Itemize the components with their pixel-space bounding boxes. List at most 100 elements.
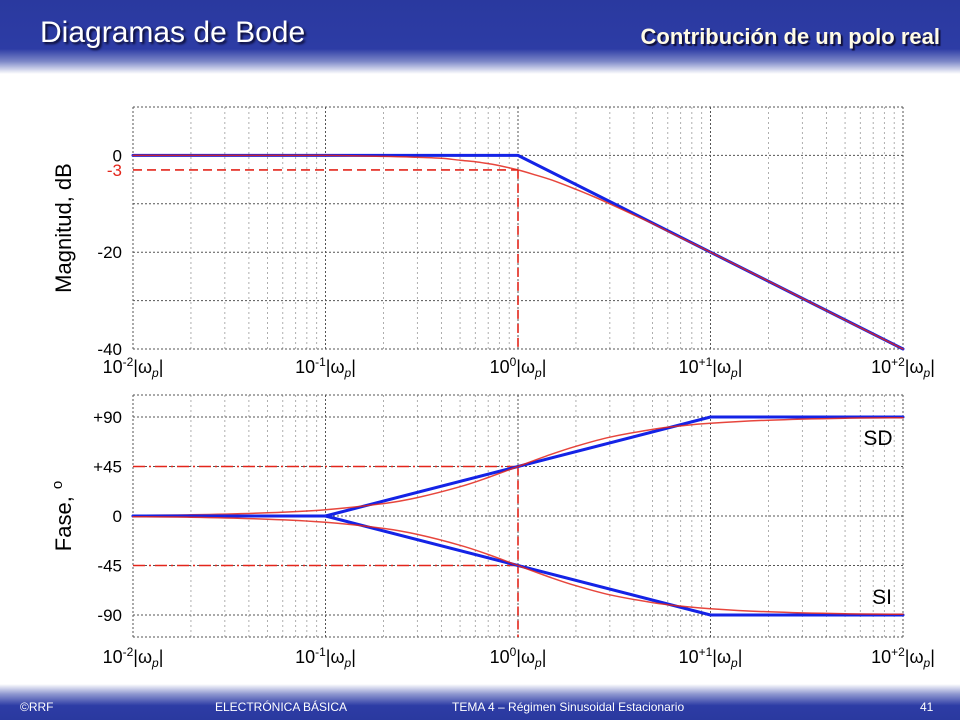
tick-base: 10 <box>679 357 699 377</box>
tick-subscript: p <box>923 656 931 670</box>
y-axis-label: Fase, o <box>49 481 76 551</box>
tick-exponent: -2 <box>123 355 134 369</box>
header-band: Diagramas de Bode Contribución de un pol… <box>0 0 960 74</box>
tick-base: 10 <box>295 647 315 667</box>
slide-title: Diagramas de Bode <box>40 16 306 49</box>
x-tick-label: 10-2|ωp| <box>103 645 164 670</box>
tick-subscript: p <box>534 366 542 380</box>
omega-symbol: ω <box>330 357 344 377</box>
omega-symbol: ω <box>909 357 923 377</box>
tick-bar: | <box>712 647 717 667</box>
tick-base: 10 <box>103 647 123 667</box>
tick-exponent: +1 <box>699 645 713 659</box>
x-tick-label: 10-2|ωp| <box>103 355 164 380</box>
y-tick-label: -90 <box>97 606 122 625</box>
tick-subscript: p <box>923 366 931 380</box>
y-axis-label-text: Fase, <box>51 496 76 551</box>
tick-subscript: p <box>534 656 542 670</box>
tick-exponent: -1 <box>315 355 326 369</box>
omega-symbol: ω <box>138 357 152 377</box>
y-tick-label: 0 <box>113 146 122 165</box>
omega-symbol: ω <box>521 357 535 377</box>
footer-topic: TEMA 4 – Régimen Sinusoidal Estacionario <box>452 700 685 714</box>
omega-symbol: ω <box>521 647 535 667</box>
y-tick-label: -45 <box>97 557 122 576</box>
omega-symbol: ω <box>330 647 344 667</box>
tick-subscript: p <box>344 366 352 380</box>
y-tick-label: -3 <box>107 161 122 180</box>
tick-exponent: -2 <box>123 645 134 659</box>
tick-bar: | <box>133 647 138 667</box>
tick-exponent: +1 <box>699 355 713 369</box>
tick-subscript: p <box>151 656 159 670</box>
x-tick-label: 10-1|ωp| <box>295 645 356 670</box>
tick-base: 10 <box>490 357 510 377</box>
tick-base: 10 <box>871 647 891 667</box>
x-tick-label: 10-1|ωp| <box>295 355 356 380</box>
y-tick-label: +45 <box>93 458 122 477</box>
x-tick-label: 10+1|ωp| <box>679 355 743 380</box>
x-tick-label: 10+2|ωp| <box>871 355 935 380</box>
degree-superscript: o <box>49 481 66 489</box>
y-tick-label: 0 <box>113 507 122 526</box>
si-exact-curve <box>132 515 904 616</box>
x-tick-label: 10+1|ωp| <box>679 645 743 670</box>
tick-bar: | <box>905 357 910 377</box>
tick-exponent: -1 <box>315 645 326 659</box>
tick-subscript: p <box>151 366 159 380</box>
tick-base: 10 <box>679 647 699 667</box>
tick-bar: | <box>326 357 331 377</box>
x-tick-label: 10+2|ωp| <box>871 645 935 670</box>
tick-bar: | <box>351 357 356 377</box>
tick-bar: | <box>516 647 521 667</box>
tick-bar: | <box>516 357 521 377</box>
sd-exact-curve <box>132 416 904 517</box>
tick-bar: | <box>159 357 164 377</box>
series-label-si: SI <box>872 586 892 609</box>
y-tick-label: +90 <box>93 408 122 427</box>
page-number: 41 <box>920 700 934 714</box>
y-axis-label: Magnitud, dB <box>51 163 76 293</box>
y-tick-label: -20 <box>97 243 122 262</box>
tick-subscript: p <box>344 656 352 670</box>
tick-bar: | <box>133 357 138 377</box>
tick-bar: | <box>930 357 935 377</box>
tick-bar: | <box>326 647 331 667</box>
slide-subtitle: Contribución de un polo real <box>640 24 940 49</box>
x-tick-label: 100|ωp| <box>490 355 547 380</box>
tick-subscript: p <box>730 656 738 670</box>
y-axis-label-text: Magnitud, dB <box>51 163 76 293</box>
series-label-sd: SD <box>863 427 892 450</box>
footer-copyright: ©RRF <box>20 700 54 714</box>
footer-band: ©RRF ELECTRÓNICA BÁSICA TEMA 4 – Régimen… <box>0 684 960 720</box>
omega-symbol: ω <box>717 357 731 377</box>
footer-course: ELECTRÓNICA BÁSICA <box>215 700 348 714</box>
omega-symbol: ω <box>138 647 152 667</box>
tick-bar: | <box>542 647 547 667</box>
tick-bar: | <box>905 647 910 667</box>
tick-subscript: p <box>730 366 738 380</box>
tick-base: 10 <box>103 357 123 377</box>
tick-exponent: +2 <box>891 355 905 369</box>
omega-symbol: ω <box>717 647 731 667</box>
tick-bar: | <box>930 647 935 667</box>
tick-bar: | <box>738 357 743 377</box>
tick-exponent: +2 <box>891 645 905 659</box>
tick-exponent: 0 <box>510 645 517 659</box>
tick-bar: | <box>712 357 717 377</box>
tick-bar: | <box>542 357 547 377</box>
tick-bar: | <box>738 647 743 667</box>
tick-base: 10 <box>295 357 315 377</box>
tick-base: 10 <box>871 357 891 377</box>
tick-bar: | <box>159 647 164 667</box>
omega-symbol: ω <box>909 647 923 667</box>
exact-curve <box>132 154 904 350</box>
tick-bar: | <box>351 647 356 667</box>
y-tick-label: -40 <box>97 340 122 359</box>
tick-exponent: 0 <box>510 355 517 369</box>
tick-base: 10 <box>490 647 510 667</box>
x-tick-label: 100|ωp| <box>490 645 547 670</box>
